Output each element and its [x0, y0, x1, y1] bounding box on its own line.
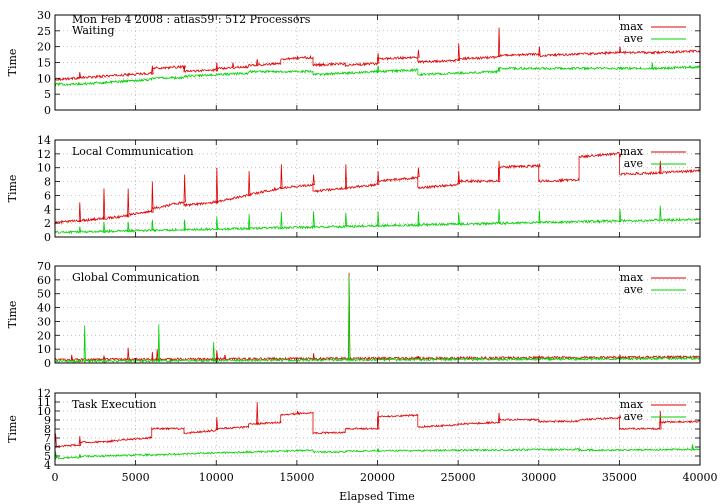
- y-tick-label: 12: [37, 387, 51, 400]
- series-line-max: [54, 27, 701, 81]
- y-tick-label: 4: [44, 203, 51, 216]
- series-line-max: [54, 401, 701, 448]
- y-tick-label: 14: [37, 134, 51, 147]
- panel-title: Waiting: [72, 24, 115, 37]
- y-tick-label: 6: [44, 189, 51, 202]
- legend-label-max: max: [620, 20, 644, 33]
- y-tick-label: 15: [37, 57, 51, 70]
- x-tick-label: 20000: [360, 471, 395, 484]
- y-tick-label: 40: [37, 302, 51, 315]
- y-axis-label: Time: [6, 175, 19, 203]
- y-tick-label: 10: [37, 162, 51, 175]
- y-tick-label: 20: [37, 41, 51, 54]
- legend-label-ave: ave: [624, 157, 643, 170]
- y-tick-label: 0: [44, 104, 51, 117]
- y-tick-label: 12: [37, 148, 51, 161]
- y-tick-label: 8: [44, 423, 51, 436]
- series-line-ave: [54, 444, 701, 460]
- x-tick-label: 15000: [279, 471, 314, 484]
- panel-title: Local Communication: [72, 145, 194, 158]
- x-tick-label: 5000: [122, 471, 150, 484]
- y-tick-label: 8: [44, 176, 51, 189]
- x-tick-label: 30000: [521, 471, 556, 484]
- series-line-ave: [54, 275, 701, 364]
- series-line-ave: [54, 62, 701, 87]
- y-tick-label: 7: [44, 432, 51, 445]
- y-tick-label: 5: [44, 88, 51, 101]
- y-tick-label: 0: [44, 357, 51, 370]
- legend-label-max: max: [620, 398, 644, 411]
- y-tick-label: 10: [37, 343, 51, 356]
- panel-title: Task Execution: [72, 398, 156, 411]
- y-tick-label: 10: [37, 72, 51, 85]
- y-tick-label: 50: [37, 288, 51, 301]
- y-tick-label: 9: [44, 414, 51, 427]
- y-tick-label: 2: [44, 217, 51, 230]
- x-tick-label: 35000: [602, 471, 637, 484]
- y-tick-label: 10: [37, 405, 51, 418]
- legend-label-ave: ave: [624, 410, 643, 423]
- legend-label-max: max: [620, 271, 644, 284]
- legend-label-ave: ave: [624, 32, 643, 45]
- y-tick-label: 20: [37, 329, 51, 342]
- y-tick-label: 70: [37, 260, 51, 273]
- y-tick-label: 11: [37, 396, 51, 409]
- legend-label-max: max: [620, 145, 644, 158]
- y-tick-label: 25: [37, 25, 51, 38]
- legend-label-ave: ave: [624, 283, 643, 296]
- x-tick-label: 10000: [199, 471, 234, 484]
- y-tick-label: 0: [44, 231, 51, 244]
- y-axis-label: Time: [6, 49, 19, 77]
- y-tick-label: 4: [44, 459, 51, 472]
- y-tick-label: 30: [37, 9, 51, 22]
- y-tick-label: 5: [44, 450, 51, 463]
- panel-title: Global Communication: [72, 271, 200, 284]
- y-axis-label: Time: [6, 301, 19, 329]
- series-line-ave: [54, 205, 701, 235]
- y-tick-label: 30: [37, 315, 51, 328]
- series-line-max: [54, 151, 701, 225]
- y-tick-label: 6: [44, 441, 51, 454]
- chart-header: Mon Feb 4 2008 : atlas59 : 512 Processor…: [72, 13, 311, 26]
- y-tick-label: 60: [37, 274, 51, 287]
- x-tick-label: 25000: [441, 471, 476, 484]
- y-axis-label: Time: [6, 415, 19, 443]
- x-axis-label: Elapsed Time: [339, 490, 415, 503]
- x-tick-label: 40000: [683, 471, 718, 484]
- x-tick-label: 0: [52, 471, 59, 484]
